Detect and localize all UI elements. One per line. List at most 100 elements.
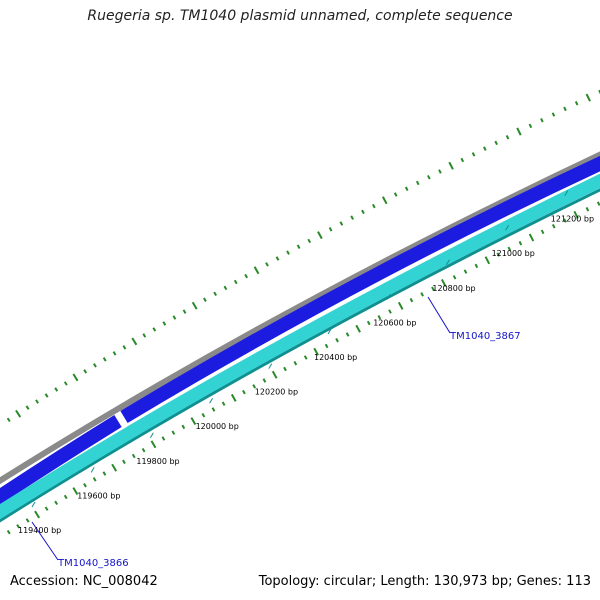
map-title: Ruegeria sp. TM1040 plasmid unnamed, com…	[87, 8, 513, 24]
gc-dash	[551, 223, 556, 229]
gc-dash	[404, 186, 409, 191]
ruler-tick	[327, 328, 332, 335]
gc-dash	[172, 315, 177, 320]
gc-dash	[221, 401, 226, 406]
gc-dash	[191, 301, 198, 310]
ruler-label: 119800 bp	[136, 457, 179, 466]
gc-dash	[54, 500, 59, 506]
gc-dash	[44, 393, 49, 398]
gc-dash	[361, 209, 365, 215]
gc-dash	[233, 279, 238, 285]
gc-dash	[296, 244, 301, 250]
gc-dash	[388, 309, 392, 314]
gc-dash	[92, 477, 97, 482]
ruler-label: 119400 bp	[18, 526, 61, 535]
gc-dash	[44, 506, 49, 511]
gc-dash	[471, 152, 476, 157]
gc-dash	[152, 327, 157, 332]
gc-dash	[112, 351, 117, 356]
gc-dash	[16, 524, 21, 529]
gc-dash	[507, 246, 512, 252]
gc-dash	[131, 453, 136, 459]
topology-label: Topology: circular; Length: 130,973 bp; …	[258, 574, 591, 589]
gc-dash	[448, 161, 454, 170]
gc-dash	[355, 324, 361, 333]
gc-dash	[313, 347, 319, 356]
gc-dash	[201, 413, 206, 418]
gc-dash	[474, 263, 479, 269]
gc-dash	[131, 337, 138, 346]
gc-dash	[286, 250, 290, 255]
reverse-cds-block[interactable]	[0, 173, 600, 520]
gc-dash	[441, 278, 447, 288]
gc-dash	[303, 355, 308, 360]
gc-dash	[271, 370, 278, 379]
gc-dash	[324, 343, 329, 349]
gc-dash	[230, 393, 237, 402]
forward-cds-block-2[interactable]	[120, 155, 600, 423]
gc-dash	[574, 101, 579, 106]
ruler-label: 120000 bp	[196, 422, 239, 431]
gc-dash	[317, 231, 323, 240]
gc-dash	[34, 510, 41, 519]
gc-dash	[585, 93, 591, 102]
gc-dash	[585, 207, 590, 212]
gc-dash	[563, 218, 567, 223]
gc-dash	[122, 459, 126, 465]
gc-dash	[102, 471, 107, 476]
inner-gc-track	[6, 201, 600, 535]
gc-dash	[265, 262, 269, 267]
gc-dash	[415, 180, 420, 186]
gene-callout-line-3866	[31, 521, 59, 561]
gc-dash	[262, 378, 267, 383]
gc-dash	[484, 256, 491, 265]
ruler-tick	[90, 467, 95, 473]
forward-cds-block-1[interactable]	[0, 415, 122, 505]
gc-dash	[307, 238, 312, 244]
gc-dash	[528, 123, 533, 129]
gc-dash	[150, 440, 157, 449]
gc-dash	[213, 291, 218, 297]
gc-dash	[283, 366, 287, 372]
gc-dash	[25, 518, 30, 523]
gc-dash	[540, 229, 545, 235]
gc-dash	[463, 269, 468, 274]
gc-dash	[190, 417, 197, 426]
gene-label-tm1040-3867[interactable]: TM1040_3867	[449, 331, 521, 342]
gc-dash	[72, 373, 79, 382]
gc-dash	[381, 196, 388, 205]
gc-dash	[72, 487, 79, 496]
ruler-label: 120400 bp	[314, 353, 357, 362]
gc-dash	[15, 409, 22, 418]
gc-dash	[83, 482, 87, 488]
gc-dash	[211, 407, 216, 412]
gc-dash	[275, 256, 280, 261]
gene-label-tm1040-3866[interactable]: TM1040_3866	[57, 558, 129, 569]
gc-dash	[111, 463, 118, 472]
gc-dash	[397, 301, 404, 310]
ruler-tick	[31, 501, 36, 508]
gc-dash	[6, 529, 11, 535]
gc-dash	[516, 127, 522, 136]
gc-dash	[452, 275, 457, 280]
gc-dash	[598, 89, 600, 95]
gc-dash	[339, 221, 344, 226]
gc-dash	[596, 201, 600, 206]
outer-gc-track	[6, 89, 600, 423]
gc-dash	[162, 321, 167, 326]
gc-dash	[203, 297, 207, 302]
gc-dash	[551, 112, 556, 117]
gc-dash	[393, 192, 398, 197]
gc-dash	[483, 146, 487, 151]
backbone-track	[0, 151, 600, 485]
gc-dash	[335, 337, 339, 343]
gc-dash	[161, 436, 166, 441]
gc-dash	[242, 389, 246, 395]
position-ruler: 119400 bp 119600 bp 119800 bp 120000 bp 1202…	[18, 190, 594, 535]
gc-dash	[142, 333, 147, 338]
gc-dash	[460, 157, 465, 163]
gc-dash	[420, 292, 424, 297]
gene-callout-line-3867	[427, 296, 451, 334]
gc-dash	[6, 417, 11, 423]
ruler-label: 120600 bp	[373, 318, 416, 327]
